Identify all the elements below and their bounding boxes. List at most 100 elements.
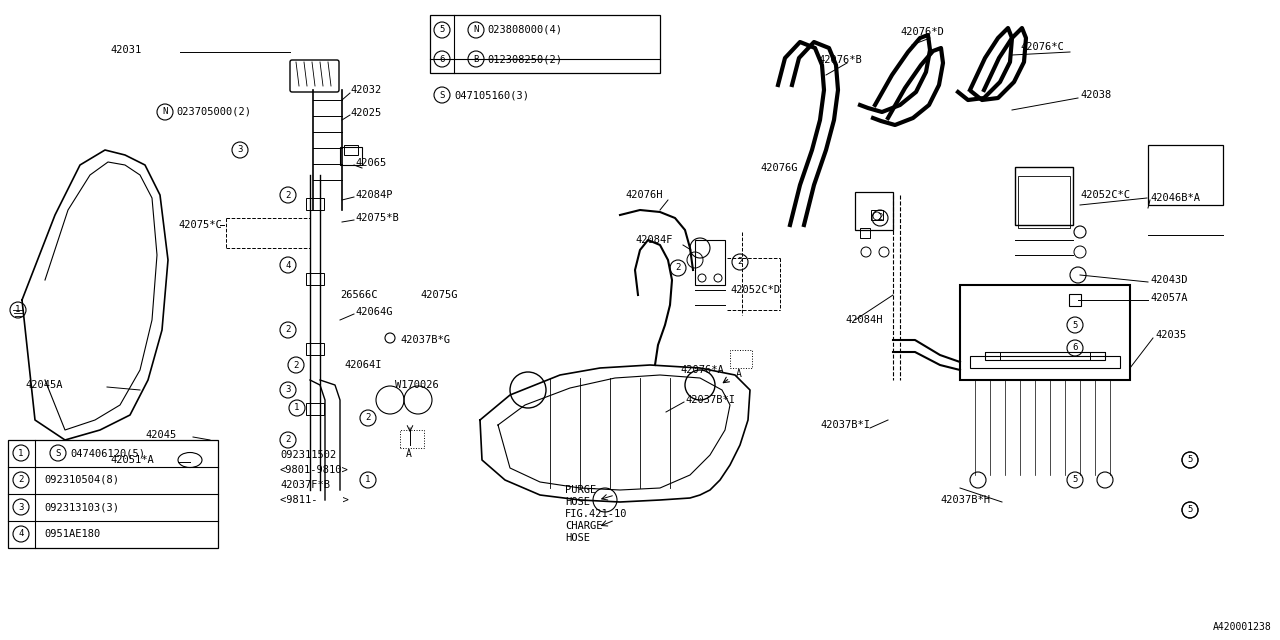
Text: 023808000(4): 023808000(4) xyxy=(486,25,562,35)
Bar xyxy=(1148,145,1222,205)
Text: A420001238: A420001238 xyxy=(1213,622,1272,632)
Text: 42076*A: 42076*A xyxy=(680,365,723,375)
Text: A: A xyxy=(736,369,742,379)
Text: 42038: 42038 xyxy=(1080,90,1111,100)
Text: 5: 5 xyxy=(1188,456,1193,465)
Bar xyxy=(855,192,893,230)
Bar xyxy=(960,285,1130,380)
Bar xyxy=(860,228,870,238)
Text: 1: 1 xyxy=(294,403,300,413)
Text: FIG.421-10: FIG.421-10 xyxy=(564,509,627,519)
Text: 42035: 42035 xyxy=(1155,330,1187,340)
Text: 3: 3 xyxy=(18,502,24,511)
Text: 42076*C: 42076*C xyxy=(1020,42,1064,52)
Text: 42045A: 42045A xyxy=(26,380,63,390)
Bar xyxy=(306,198,324,210)
Bar xyxy=(399,430,424,448)
Text: 092313103(3): 092313103(3) xyxy=(44,502,119,512)
Text: 2: 2 xyxy=(285,326,291,335)
Text: 3: 3 xyxy=(237,145,243,154)
Text: 2: 2 xyxy=(365,413,371,422)
Bar xyxy=(986,352,1105,360)
Bar xyxy=(306,343,324,355)
Text: 2: 2 xyxy=(285,435,291,445)
Text: 2: 2 xyxy=(737,257,742,266)
Text: 047406120(5): 047406120(5) xyxy=(70,448,145,458)
Bar xyxy=(344,145,358,155)
Text: 42075*C: 42075*C xyxy=(178,220,221,230)
Text: HOSE: HOSE xyxy=(564,497,590,507)
Text: 42037B*I: 42037B*I xyxy=(820,420,870,430)
Text: 42076*D: 42076*D xyxy=(900,27,943,37)
Text: 42084F: 42084F xyxy=(635,235,672,245)
Text: 2: 2 xyxy=(285,191,291,200)
Text: 42064I: 42064I xyxy=(344,360,381,370)
Text: 42045: 42045 xyxy=(145,430,177,440)
Text: 5: 5 xyxy=(439,26,444,35)
Text: 42052C*C: 42052C*C xyxy=(1080,190,1130,200)
Text: N: N xyxy=(163,108,168,116)
Text: 42075*B: 42075*B xyxy=(355,213,399,223)
Text: 42037B*G: 42037B*G xyxy=(399,335,451,345)
Bar xyxy=(870,210,883,220)
Text: 1: 1 xyxy=(18,449,24,458)
Text: 5: 5 xyxy=(1073,321,1078,330)
Text: 012308250(2): 012308250(2) xyxy=(486,54,562,64)
Text: S: S xyxy=(55,449,60,458)
Text: 42037F*B: 42037F*B xyxy=(280,480,330,490)
Text: 42057A: 42057A xyxy=(1149,293,1188,303)
Bar xyxy=(1015,167,1073,225)
Text: 1: 1 xyxy=(15,305,20,314)
Text: 42046B*A: 42046B*A xyxy=(1149,193,1201,203)
Text: 047105160(3): 047105160(3) xyxy=(454,90,529,100)
Text: 4: 4 xyxy=(285,260,291,269)
Text: S: S xyxy=(439,90,444,99)
Text: A: A xyxy=(406,449,412,459)
Bar xyxy=(430,15,660,73)
Text: 42037B*I: 42037B*I xyxy=(685,395,735,405)
Text: 2: 2 xyxy=(676,264,681,273)
Bar xyxy=(695,240,724,285)
Text: 42031: 42031 xyxy=(110,45,141,55)
Text: <9801-9810>: <9801-9810> xyxy=(280,465,348,475)
Text: 42032: 42032 xyxy=(349,85,381,95)
Text: 42084H: 42084H xyxy=(845,315,882,325)
Text: 42076H: 42076H xyxy=(625,190,663,200)
Text: 42075G: 42075G xyxy=(420,290,457,300)
Bar xyxy=(306,403,324,415)
Text: 5: 5 xyxy=(1073,476,1078,484)
Text: 42065: 42065 xyxy=(355,158,387,168)
Bar xyxy=(306,273,324,285)
Text: 023705000(2): 023705000(2) xyxy=(177,107,251,117)
Text: 2: 2 xyxy=(877,214,883,223)
Text: 26566C: 26566C xyxy=(340,290,378,300)
Text: <9811-    >: <9811- > xyxy=(280,495,348,505)
Bar xyxy=(970,356,1120,368)
Text: PURGE: PURGE xyxy=(564,485,596,495)
Text: 092311502: 092311502 xyxy=(280,450,337,460)
Text: 2: 2 xyxy=(18,476,24,484)
Text: 42076*B: 42076*B xyxy=(818,55,861,65)
Text: 5: 5 xyxy=(1188,506,1193,515)
Bar xyxy=(1018,176,1070,228)
Bar xyxy=(8,440,218,548)
Text: B: B xyxy=(474,54,479,63)
Text: 42084P: 42084P xyxy=(355,190,393,200)
Text: 092310504(8): 092310504(8) xyxy=(44,475,119,485)
Text: 42043D: 42043D xyxy=(1149,275,1188,285)
Text: 2: 2 xyxy=(293,360,298,369)
Text: 42052C*D: 42052C*D xyxy=(730,285,780,295)
Text: 0951AE180: 0951AE180 xyxy=(44,529,100,539)
Text: 4: 4 xyxy=(18,529,24,538)
Text: 42025: 42025 xyxy=(349,108,381,118)
Text: 6: 6 xyxy=(439,54,444,63)
Bar xyxy=(730,350,753,368)
Text: 1: 1 xyxy=(365,476,371,484)
Bar xyxy=(340,147,362,165)
Text: 42076G: 42076G xyxy=(760,163,797,173)
Text: HOSE: HOSE xyxy=(564,533,590,543)
Text: 42037B*H: 42037B*H xyxy=(940,495,989,505)
Text: 6: 6 xyxy=(1073,344,1078,353)
Text: 42064G: 42064G xyxy=(355,307,393,317)
Text: W170026: W170026 xyxy=(396,380,439,390)
